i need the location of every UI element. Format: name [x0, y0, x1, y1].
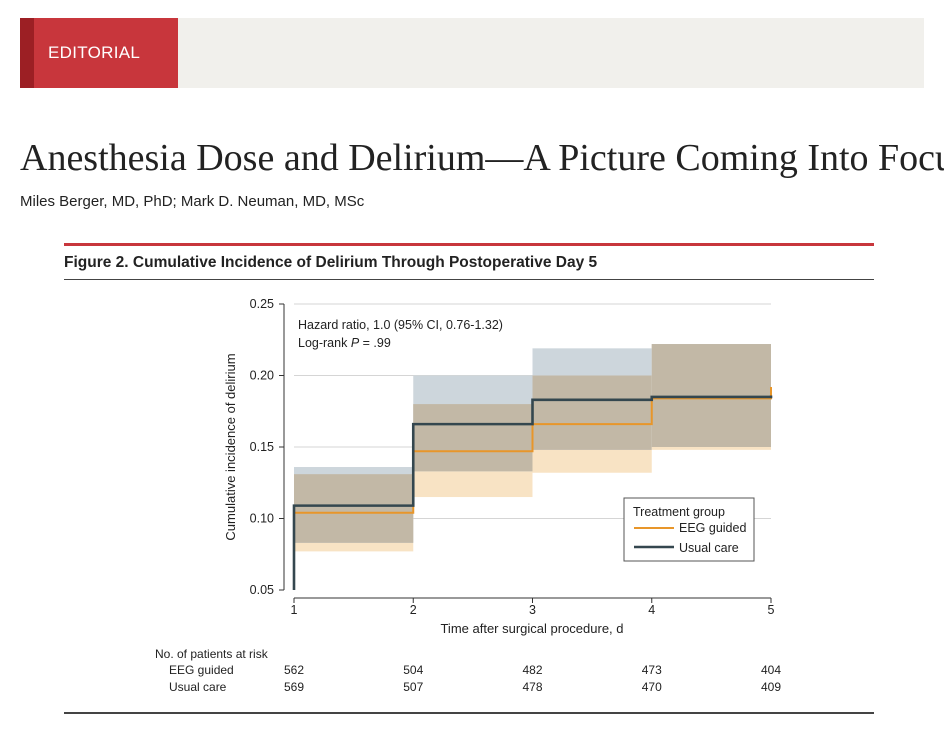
y-tick-label-0.05: 0.05: [250, 583, 274, 597]
x-tick-label-3: 3: [529, 603, 536, 617]
editorial-badge: EDITORIAL: [20, 18, 178, 88]
hazard-ratio-annotation: Hazard ratio, 1.0 (95% CI, 0.76-1.32): [298, 318, 503, 332]
risk-value: 504: [403, 663, 424, 677]
risk-value: 478: [522, 680, 543, 694]
x-tick-label-5: 5: [768, 603, 775, 617]
ci-band-overlap: [651, 344, 771, 447]
editorial-label: EDITORIAL: [48, 43, 141, 62]
ci-band-overlap: [532, 375, 652, 450]
figure-top-rule: [64, 243, 874, 246]
x-tick-label-1: 1: [291, 603, 298, 617]
article-authors: Miles Berger, MD, PhD; Mark D. Neuman, M…: [20, 193, 365, 210]
x-axis-label: Time after surgical procedure, d: [440, 621, 623, 636]
y-axis-label: Cumulative incidence of delirium: [223, 353, 238, 540]
risk-value: 507: [403, 680, 424, 694]
article-title: Anesthesia Dose and Delirium—A Picture C…: [20, 137, 944, 179]
y-tick-label-0.25: 0.25: [250, 297, 274, 311]
legend-title: Treatment group: [633, 505, 725, 519]
risk-row-label-eeg-guided: EEG guided: [169, 663, 234, 677]
risk-table-title: No. of patients at risk: [155, 647, 268, 661]
risk-value: 404: [761, 663, 782, 677]
y-tick-label-0.10: 0.10: [250, 512, 274, 526]
legend-box: [623, 497, 755, 562]
step-line-layer: [292, 386, 773, 590]
axis-layer: 0.05 0.10 0.15 0.20 0.25 1 2 3 4 5: [250, 297, 775, 617]
ci-band-overlap: [294, 474, 414, 543]
legend-label-usual-care: Usual care: [679, 541, 739, 555]
x-tick-label-2: 2: [410, 603, 417, 617]
figure-caption-rule: [64, 279, 874, 280]
y-tick-label-0.20: 0.20: [250, 369, 274, 383]
legend-label-eeg-guided: EEG guided: [679, 521, 746, 535]
figure-caption: Figure 2. Cumulative Incidence of Deliri…: [64, 254, 598, 271]
figure-bottom-rule: [64, 712, 874, 714]
log-rank-annotation: Log-rank P = .99: [298, 336, 391, 350]
step-line-eeg-guided: [293, 386, 772, 590]
step-line-usual-care: [292, 395, 773, 590]
risk-value: 482: [522, 663, 543, 677]
risk-value: 473: [641, 663, 662, 677]
risk-row-label-usual-care: Usual care: [169, 680, 227, 694]
risk-value: 569: [284, 680, 305, 694]
editorial-banner: EDITORIAL: [20, 18, 924, 88]
risk-value: 470: [641, 680, 662, 694]
risk-value: 562: [284, 663, 305, 677]
risk-value: 409: [761, 680, 782, 694]
ci-band-overlap: [413, 404, 533, 472]
legend: Treatment group EEG guided Usual care: [623, 497, 755, 562]
x-tick-label-4: 4: [648, 603, 655, 617]
y-tick-label-0.15: 0.15: [250, 440, 274, 454]
